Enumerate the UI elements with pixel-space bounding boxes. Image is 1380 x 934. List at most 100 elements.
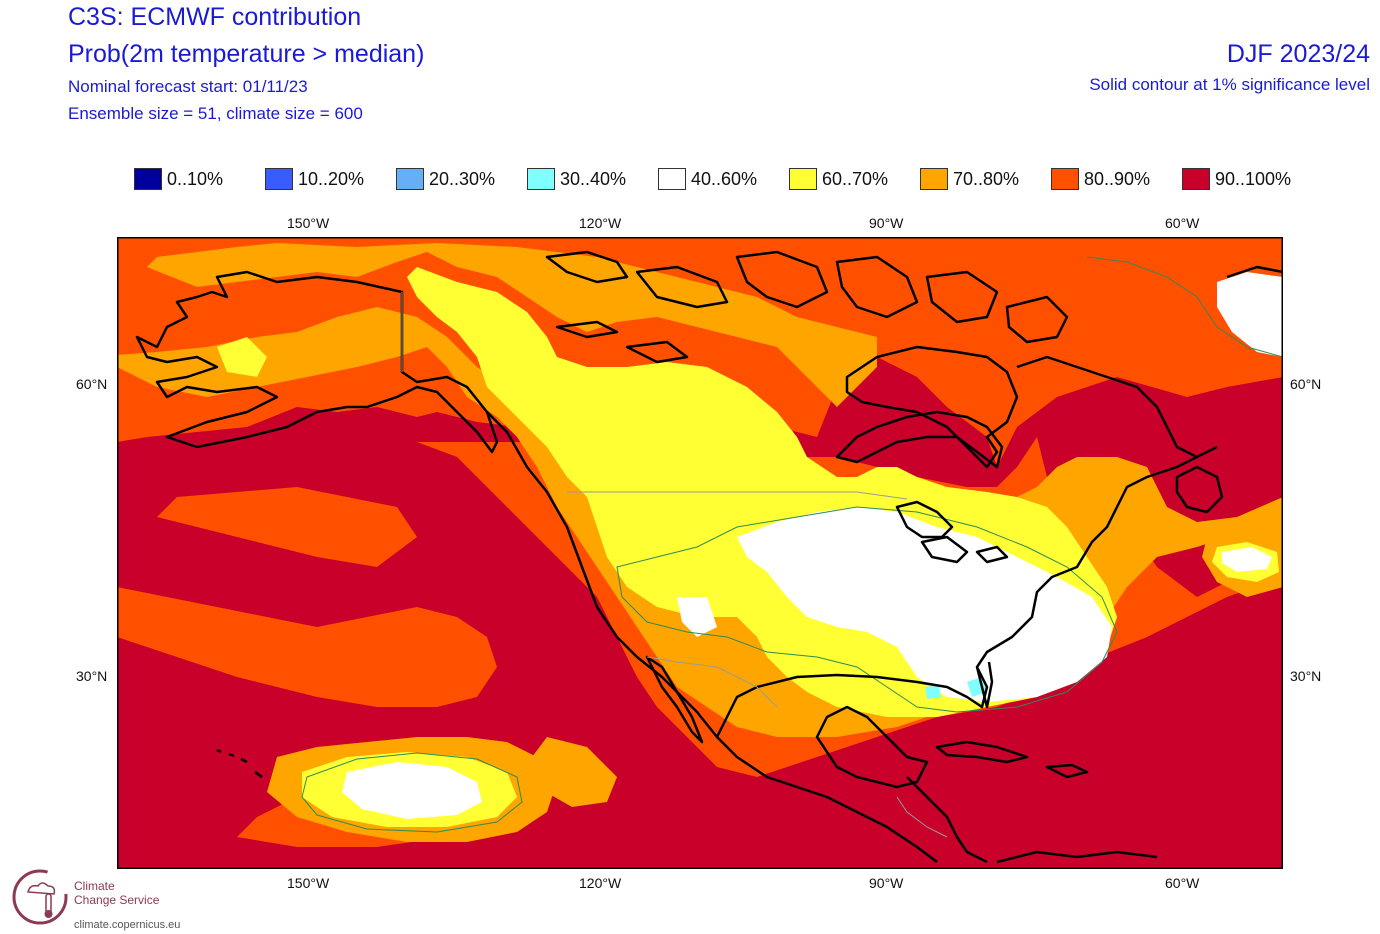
logo-ring [12,869,68,925]
lat-label-left: 30°N [76,668,108,684]
lon-label-bottom: 60°W [1165,875,1200,891]
logo-line1: Climate [74,879,115,893]
coastline-arctic-islands [555,320,619,339]
lon-label-top: 120°W [579,215,622,231]
probability-map [117,237,1283,869]
coastline-arctic-islands [835,255,919,319]
significance-contour [301,752,523,833]
significance-note: Solid contour at 1% significance level [1089,75,1370,94]
coastline-labrador [1016,355,1198,459]
band-70-80 [532,737,617,807]
border-central-america [896,796,948,838]
coastlines [135,250,1283,864]
coastline-great-lakes [895,500,954,539]
map-frame [117,237,1283,869]
lat-label-right: 60°N [1290,376,1322,392]
legend-item: 30..40% [527,166,626,192]
coastline-newfoundland [1175,465,1224,514]
coastline-greenland [1226,265,1283,279]
coastline-hudson-bay [845,345,1019,469]
legend-item: 60..70% [789,166,888,192]
legend-label: 0..10% [167,168,224,189]
legend-item: 40..60% [658,166,757,192]
legend-label: 90..100% [1215,168,1292,189]
borders [401,292,948,838]
legend-label: 10..20% [298,168,365,189]
season-label: DJF 2023/24 [1226,40,1370,68]
band-40-60 [1222,547,1272,572]
lon-label-top: 60°W [1165,215,1200,231]
coastline-central-america [906,776,988,864]
band-40-60 [1217,272,1283,357]
legend-label: 80..90% [1084,168,1151,189]
forecast-start: Nominal forecast start: 01/11/23 [68,77,308,96]
coastline-arctic-islands [925,270,999,324]
border-us-mexico [646,656,778,708]
legend-item: 70..80% [920,166,1019,192]
coastline-great-lakes [975,545,1009,564]
legend-label: 20..30% [429,168,496,189]
logo-url: climate.copernicus.eu [74,919,181,931]
band-40-60 [677,597,717,637]
coastline-hawaii [216,748,222,754]
coastline-south-america [996,850,1158,864]
logo-text: Climate Change Service [74,879,159,907]
legend-swatch [1051,168,1079,190]
legend-label: 70..80% [953,168,1020,189]
chart-title: C3S: ECMWF contribution [68,3,362,31]
coastline-great-lakes [920,535,969,564]
ensemble-info: Ensemble size = 51, climate size = 600 [68,104,363,123]
lat-label-left: 60°N [76,376,108,392]
band-30-40 [925,685,941,699]
band-40-60 [342,762,482,819]
coastline-arctic-islands [545,250,629,284]
cloud-icon [27,882,56,895]
copernicus-logo [12,869,68,925]
coastline-florida [975,661,994,709]
legend-item: 20..30% [396,166,495,192]
variable-title: Prob(2m temperature > median) [68,40,425,68]
legend-swatch [527,168,555,190]
coastline-cuba [935,740,1029,764]
band-80-90 [117,237,1283,467]
legend-label: 30..40% [560,168,627,189]
coastline-yucatan [815,705,929,789]
legend-swatch [134,168,162,190]
coastline-baja [645,655,704,744]
lon-label-bottom: 120°W [579,875,622,891]
legend-swatch [265,168,293,190]
band-60-70 [217,337,267,377]
legend-swatch [1182,168,1210,190]
logo-line2: Change Service [74,893,160,907]
legend-item: 80..90% [1051,166,1150,192]
legend-label: 40..60% [691,168,758,189]
legend-label: 60..70% [822,168,889,189]
coastline-arctic-islands [735,250,829,309]
border-us-canada [567,491,908,500]
legend-swatch [920,168,948,190]
significance-contour [616,506,1118,713]
lon-label-top: 150°W [287,215,330,231]
legend-swatch [789,168,817,190]
legend-swatch [396,168,424,190]
thermometer-bulb-icon [44,910,53,918]
lon-label-top: 90°W [869,215,904,231]
significance-contour [1086,256,1283,358]
coastline-gulf [715,445,1218,738]
map-svg [117,237,1283,869]
coastline-hispaniola [1045,763,1089,779]
band-80-90 [117,587,497,707]
coastline-hawaii [228,752,235,758]
legend-item: 10..20% [265,166,364,192]
coastline-hawaii [240,757,248,764]
band-40-60 [737,507,1112,702]
legend-item: 0..10% [134,166,223,192]
band-70-80 [147,243,877,407]
coastline-alaska [135,270,499,454]
coastline-hawaii [254,770,263,779]
lat-label-right: 30°N [1290,668,1322,684]
coastline-hudson-bay [835,410,1004,469]
lon-label-bottom: 90°W [869,875,904,891]
legend-item: 90..100% [1182,166,1291,192]
coastline-arctic-islands [635,265,729,309]
